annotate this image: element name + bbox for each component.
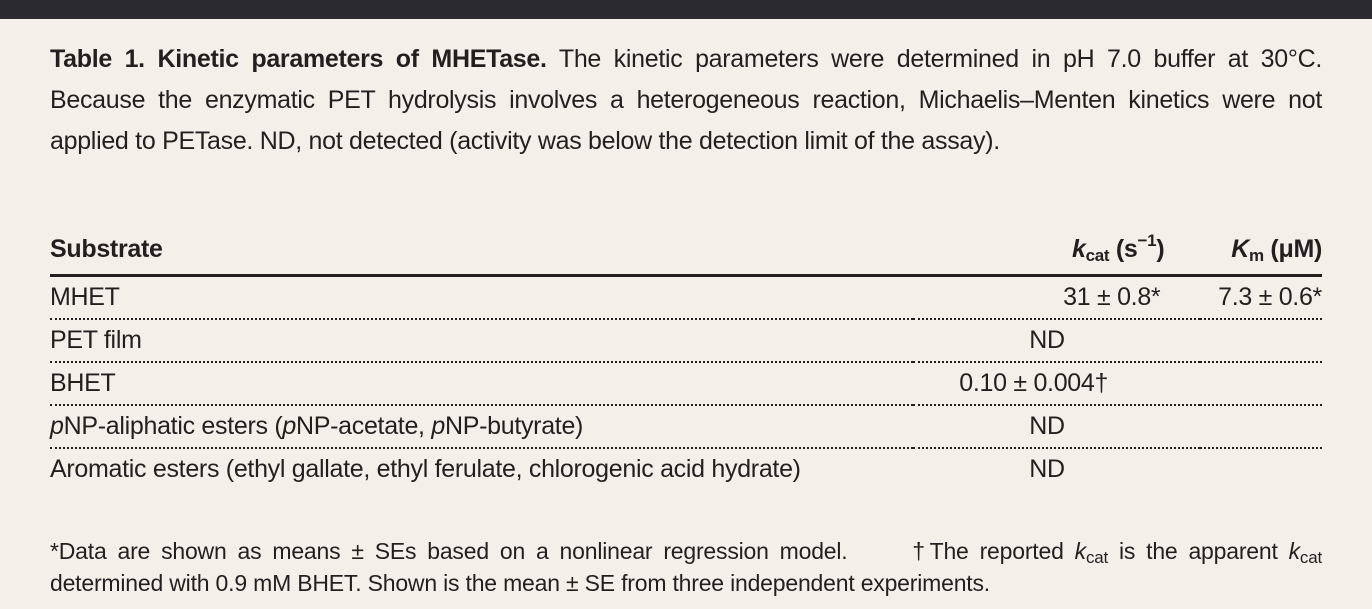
caption-text: The kinetic parameters were determined i… <box>50 45 1322 155</box>
cell-substrate: Aromatic esters (ethyl gallate, ethyl fe… <box>50 455 801 483</box>
table-row: PET film ND <box>50 319 1322 362</box>
cell-value: ND <box>1029 326 1065 354</box>
table-row: MHET 31 ± 0.8* 7.3 ± 0.6* <box>50 276 1322 319</box>
cell-kcat: 31 ± 0.8* <box>1063 283 1161 311</box>
cell-substrate: pNP-aliphatic esters (pNP-acetate, pNP-b… <box>50 412 584 440</box>
header-km: Km (μM) <box>1231 234 1322 265</box>
table-row: BHET 0.10 ± 0.004† <box>50 362 1322 405</box>
cell-value: 0.10 ± 0.004† <box>959 369 1109 397</box>
table-caption: Table 1. Kinetic parameters of MHETase. … <box>50 39 1322 162</box>
header-kcat: kcat (s−1) <box>1071 230 1165 265</box>
cell-substrate: MHET <box>50 283 120 311</box>
top-bar <box>0 0 1372 19</box>
table-row: Aromatic esters (ethyl gallate, ethyl fe… <box>50 448 1322 490</box>
kinetics-table: Substrate kcat (s−1) Km (μM) MHET 31 ± 0… <box>50 224 1322 490</box>
cell-substrate: BHET <box>50 369 116 397</box>
table-header-row: Substrate kcat (s−1) Km (μM) <box>50 224 1322 276</box>
table-row: pNP-aliphatic esters (pNP-acetate, pNP-b… <box>50 405 1322 448</box>
footnote-star: *Data are shown as means ± SEs based on … <box>50 538 848 564</box>
cell-substrate: PET film <box>50 326 142 354</box>
cell-value: ND <box>1029 455 1065 483</box>
cell-value: ND <box>1029 412 1065 440</box>
table-footnotes: *Data are shown as means ± SEs based on … <box>50 535 1322 599</box>
header-substrate: Substrate <box>50 234 163 263</box>
cell-km: 7.3 ± 0.6* <box>1218 283 1322 311</box>
caption-title: Table 1. Kinetic parameters of MHETase. <box>50 45 547 73</box>
footnote-dagger: †The reported kcat is the apparent kcat … <box>50 538 1322 596</box>
